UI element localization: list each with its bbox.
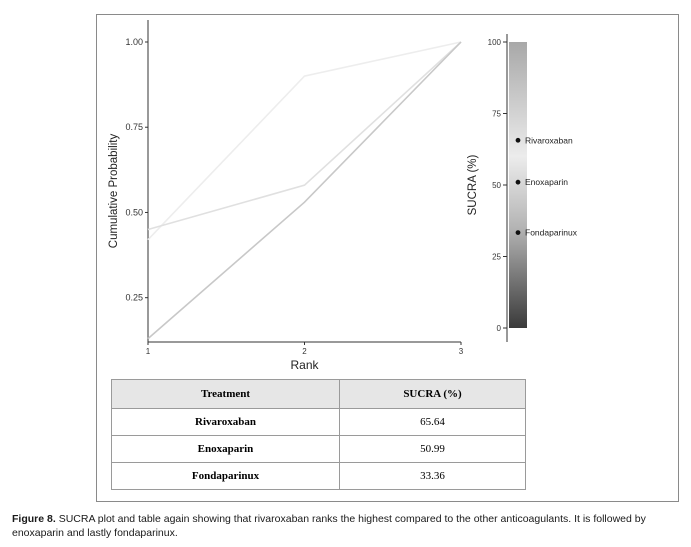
series-line (147, 41, 462, 231)
sucra-tick-label: 25 (492, 253, 501, 262)
table-row: Fondaparinux 33.36 (111, 462, 526, 490)
x-tick-label: 1 (146, 347, 151, 356)
x-axis-title: Rank (290, 358, 319, 372)
y-tick-label: 0.50 (125, 207, 143, 217)
treatment-cell: Enoxaparin (111, 435, 340, 463)
x-tick-label: 2 (302, 347, 307, 356)
series-line (147, 41, 462, 340)
cumulative-probability-plot: 0.25 0.50 0.75 1.00 1 2 3 Rank Cumulative Probab… (108, 20, 464, 372)
sucra-tick-label: 50 (492, 181, 501, 190)
caption-text: SUCRA plot and table again showing that … (12, 513, 646, 539)
sucra-point-label: Fondaparinux (525, 228, 578, 238)
sucra-point (515, 137, 521, 143)
figure-frame (96, 14, 679, 502)
header-treatment: Treatment (111, 379, 340, 409)
sucra-tick-label: 0 (497, 324, 502, 333)
header-sucra: SUCRA (%) (339, 379, 526, 409)
sucra-cell: 65.64 (339, 408, 526, 436)
treatment-cell: Fondaparinux (111, 462, 340, 490)
sucra-chart: 0.25 0.50 0.75 1.00 1 2 3 Rank Cumulative Probab… (108, 20, 578, 372)
sucra-point (515, 230, 521, 235)
sucra-axis-title: SUCRA (%) (467, 154, 479, 215)
series-line (147, 41, 462, 241)
sucra-point-label: Enoxaparin (525, 177, 568, 187)
table-header-row: Treatment SUCRA (%) (111, 379, 526, 409)
y-tick-label: 0.75 (125, 122, 143, 132)
x-tick-label: 3 (459, 347, 464, 356)
sucra-colorbar-plot: 0 25 50 75 100 SUCRA (%) Rivaroxaban Enoxaparin… (467, 34, 578, 342)
sucra-cell: 33.36 (339, 462, 526, 490)
caption-label: Figure 8. (12, 513, 56, 525)
y-axis-title: Cumulative Probability (108, 134, 120, 249)
colorbar (509, 42, 527, 328)
sucra-point (515, 179, 521, 185)
treatment-cell: Rivaroxaban (111, 408, 340, 436)
sucra-tick-label: 75 (492, 110, 501, 119)
sucra-point-label: Rivaroxaban (525, 135, 573, 145)
y-tick-label: 1.00 (125, 37, 143, 47)
sucra-table-wrapper: Treatment SUCRA (%) Rivaroxaban 65.64 En… (111, 379, 526, 490)
y-tick-label: 0.25 (125, 293, 143, 303)
sucra-tick-label: 100 (488, 38, 502, 47)
sucra-table: Treatment SUCRA (%) Rivaroxaban 65.64 En… (111, 379, 526, 490)
figure-caption: Figure 8. SUCRA plot and table again sho… (12, 512, 682, 540)
table-row: Enoxaparin 50.99 (111, 435, 526, 463)
table-row: Rivaroxaban 65.64 (111, 408, 526, 436)
sucra-cell: 50.99 (339, 435, 526, 463)
